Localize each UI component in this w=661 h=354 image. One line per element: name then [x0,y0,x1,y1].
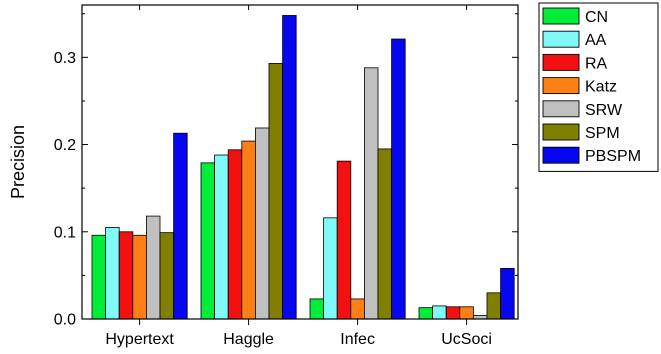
x-tick-label-hypertext: Hypertext [105,331,174,348]
legend-swatch-spm [542,123,580,141]
legend-label-spm: SPM [585,125,620,142]
bar-aa-ucsoci [432,305,447,320]
legend-swatch-ra [542,53,580,71]
bar-pbspm-hypertext [173,132,188,320]
legend-swatch-aa [542,30,580,48]
legend-label-katz: Katz [585,79,617,96]
bar-ra-haggle [227,149,243,320]
x-tick-label-haggle: Haggle [223,331,274,348]
ticks-layer: 0.0 0.1 0.2 0.3 Hypertext Haggle Infec UcSoci [54,5,518,348]
bar-ra-ucsoci [445,306,461,320]
bar-katz-ucsoci [459,306,474,320]
bar-ra-hypertext [118,231,134,320]
bar-srw-infec [363,67,379,320]
bar-spm-ucsoci [486,292,502,320]
y-tick-label: 0.0 [54,312,76,329]
bar-cn-haggle [200,162,216,320]
y-tick-label: 0.3 [54,50,76,67]
y-tick-label: 0.1 [54,224,76,241]
bar-spm-haggle [268,63,284,320]
legend-label-aa: AA [585,32,607,49]
legend-label-cn: CN [585,9,608,26]
bar-cn-ucsoci [418,307,434,320]
legend-swatch-pbspm [542,146,580,164]
y-tick-label: 0.2 [54,137,76,154]
y-axis-label: Precision [8,125,28,199]
bar-cn-infec [309,298,325,320]
x-tick-label-infec: Infec [340,331,375,348]
bar-spm-hypertext [159,232,175,320]
legend-swatch-srw [542,100,580,118]
bar-pbspm-infec [391,38,406,320]
bar-aa-infec [323,217,338,320]
bar-aa-haggle [214,154,229,320]
legend-swatch-cn [542,7,580,25]
bar-aa-hypertext [105,227,120,320]
legend: CN AA RA Katz SRW SPM PBSPM [538,2,659,172]
bar-spm-infec [377,148,393,320]
bar-pbspm-haggle [282,15,297,320]
bar-cn-hypertext [91,234,107,320]
bar-katz-infec [350,298,365,320]
bar-srw-haggle [254,127,270,320]
legend-label-ra: RA [585,55,608,72]
bars-layer [91,15,515,320]
bar-srw-hypertext [145,215,161,320]
legend-label-pbspm: PBSPM [585,148,641,165]
plot-frame [81,4,519,320]
legend-label-srw: SRW [585,102,623,119]
bar-katz-hypertext [132,234,147,320]
legend-swatch-katz [542,77,580,95]
x-tick-label-ucsoci: UcSoci [441,331,492,348]
bar-ra-infec [336,160,352,320]
bar-pbspm-ucsoci [500,268,515,320]
bar-katz-haggle [241,140,256,320]
